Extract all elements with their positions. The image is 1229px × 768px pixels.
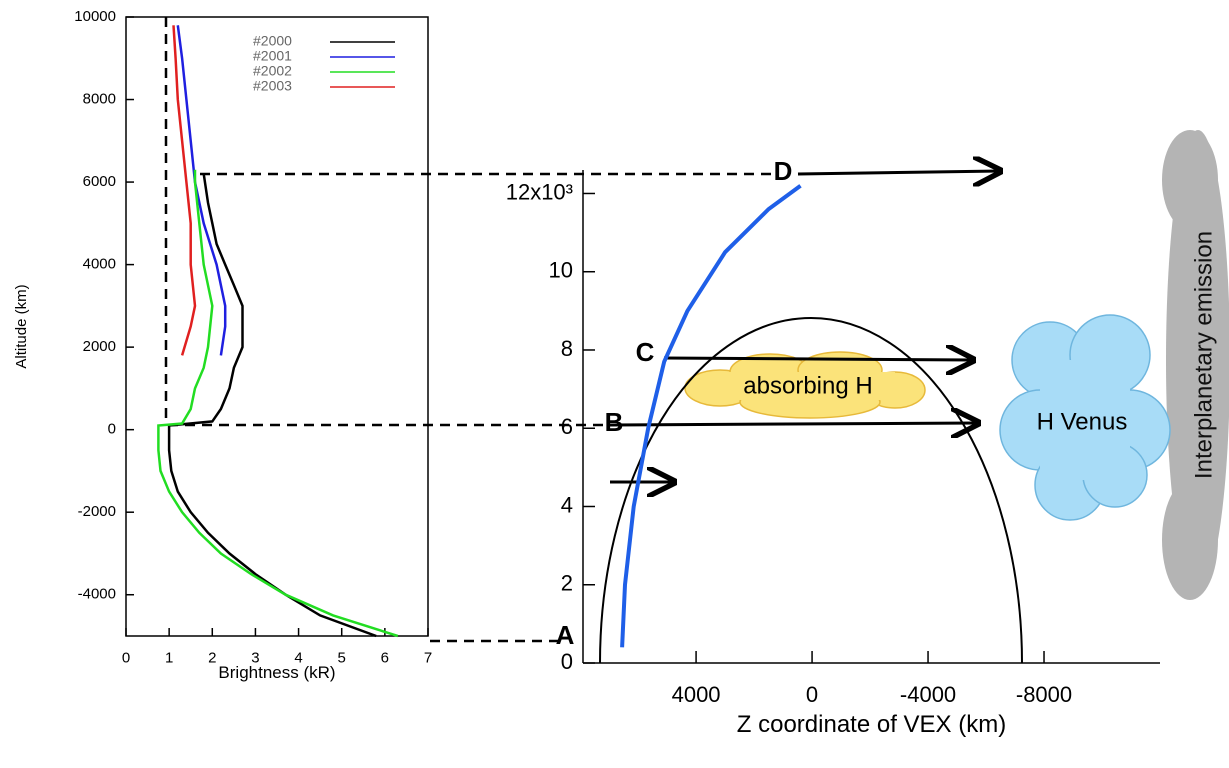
x-tick-label: 2 (208, 649, 216, 666)
y-axis-label: Altitude (km) (13, 284, 30, 368)
annotation: Interplanetary emission (1190, 231, 1217, 479)
connector (164, 17, 775, 643)
data-line (176, 25, 227, 356)
plot: 0 1 2 3 4 5 6 7 -4000 -2000 0 2000 4000 6000 8000 10000… (13, 8, 432, 682)
x-tick-label: 3 (251, 649, 259, 666)
y-tick-label: 8 (561, 336, 573, 361)
x-tick-label: 0 (806, 682, 818, 707)
x-axis-label: Brightness (kR) (218, 663, 335, 682)
venus-outline (599, 317, 1023, 664)
x-tick-label: -4000 (900, 682, 956, 707)
point-label: B (605, 407, 624, 437)
y-tick-label: 12x10³ (506, 179, 573, 204)
y-tick-label: 6000 (83, 173, 116, 190)
legend-label: #2002 (253, 63, 292, 79)
x-tick-label: 4 (294, 649, 302, 666)
y-tick-label: 10 (549, 258, 573, 283)
venus-h-cloud (999, 314, 1171, 521)
interplanetary-cloud (1162, 130, 1229, 600)
x-axis-label: Z coordinate of VEX (km) (737, 711, 1006, 738)
legend-label: #2003 (253, 78, 292, 94)
data-line (172, 25, 197, 356)
data-line (167, 173, 377, 638)
annotation: absorbing H (743, 372, 872, 399)
plot: 4000 0 -4000 -8000 0 2 4 6 8 10 12x10³ Z coordinate… (506, 170, 1160, 738)
x-tick-label: 6 (381, 649, 389, 666)
y-tick-label: 4 (561, 492, 573, 517)
y-tick-label: 0 (561, 649, 573, 674)
plot-frame (125, 16, 429, 637)
annotation: H Venus (1037, 408, 1128, 435)
x-tick-label: 7 (424, 649, 432, 666)
y-tick-label: 10000 (74, 8, 116, 25)
x-tick-label: 1 (165, 649, 173, 666)
x-tick-label: 4000 (672, 682, 721, 707)
x-tick-label: 0 (122, 649, 130, 666)
point-label: C (636, 337, 655, 367)
absorbing-cloud (684, 351, 926, 419)
y-tick-label: 0 (108, 421, 116, 438)
point-label: A (556, 620, 575, 650)
legend-label: #2001 (253, 48, 292, 64)
x-tick-label: -8000 (1016, 682, 1072, 707)
y-tick-label: 2000 (83, 338, 116, 355)
data-line (157, 169, 399, 638)
legend-label: #2000 (253, 33, 292, 49)
y-tick-label: 8000 (83, 91, 116, 108)
y-tick-label: 4000 (83, 256, 116, 273)
y-tick-label: 2 (561, 571, 573, 596)
y-tick-label: -4000 (78, 586, 116, 603)
point-label: D (774, 156, 793, 186)
arrow (609, 171, 1000, 482)
y-tick-label: 6 (561, 414, 573, 439)
x-tick-label: 5 (338, 649, 346, 666)
data-line (620, 184, 802, 648)
y-tick-label: -2000 (78, 503, 116, 520)
